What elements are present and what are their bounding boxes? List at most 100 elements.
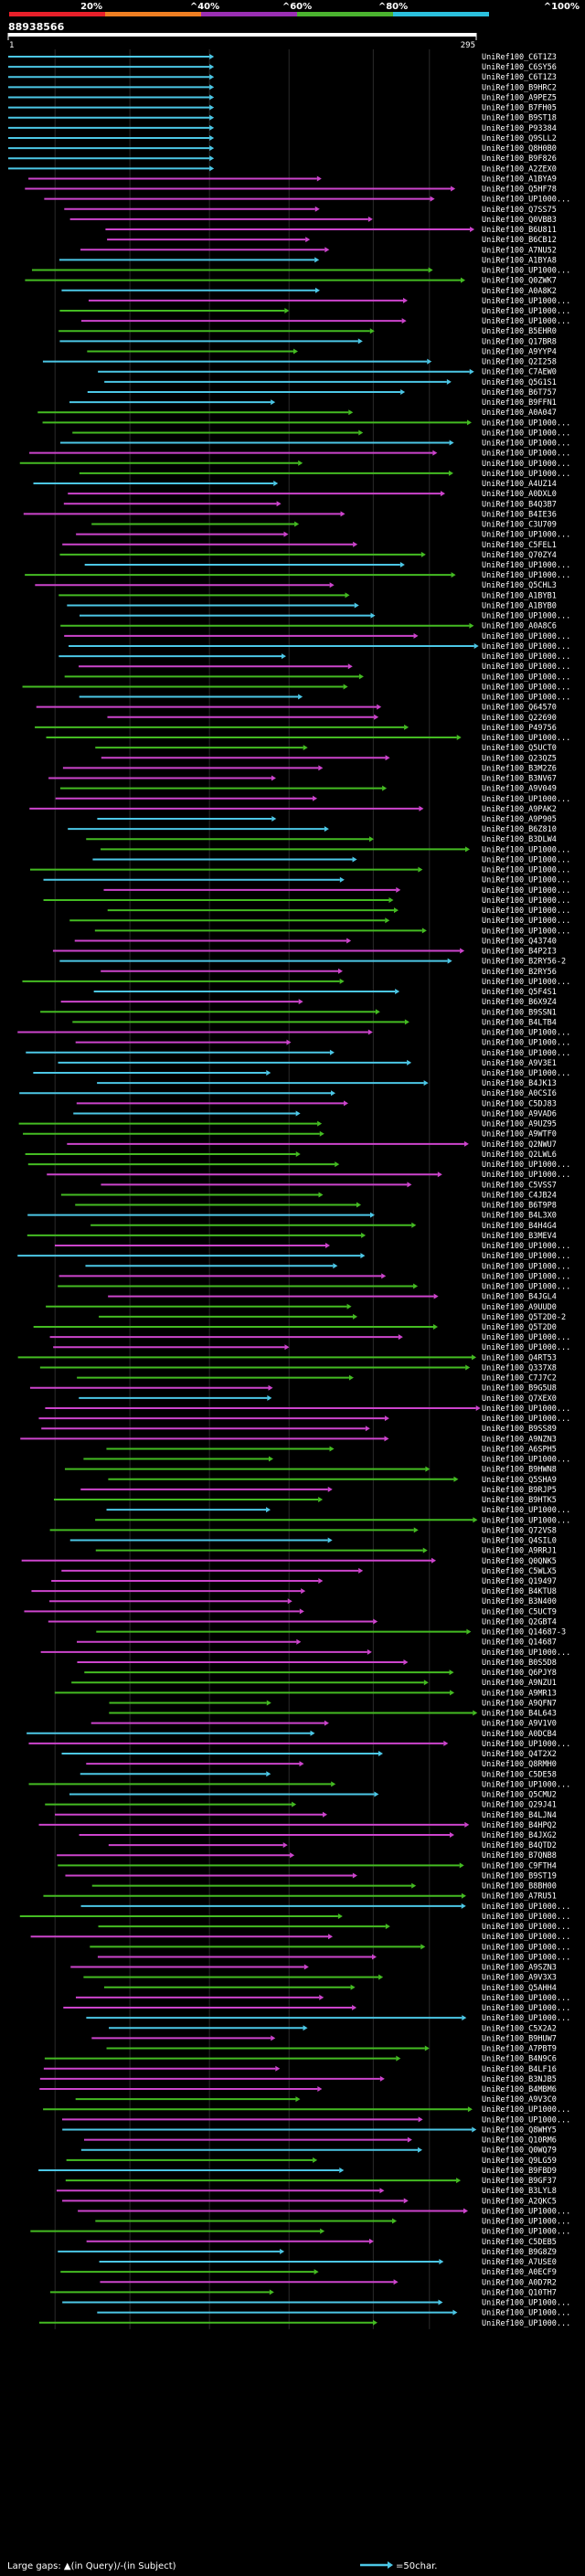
hit-label[interactable]: UniRef100_B4N9C6 <box>482 2055 557 2064</box>
hit-label[interactable]: UniRef100_B9ST19 <box>482 1871 557 1881</box>
hit-label[interactable]: UniRef100_UP1000... <box>482 978 570 987</box>
hit-label[interactable]: UniRef100_P49756 <box>482 724 557 733</box>
hit-label[interactable]: UniRef100_UP1000... <box>482 1069 570 1078</box>
hit-label[interactable]: UniRef100_A9VAD6 <box>482 1109 557 1118</box>
hit-label[interactable]: UniRef100_B5EHR0 <box>482 327 557 336</box>
hit-label[interactable]: UniRef100_C6SY56 <box>482 63 557 72</box>
hit-label[interactable]: UniRef100_Q4T2X2 <box>482 1750 557 1759</box>
hit-label[interactable]: UniRef100_UP1000... <box>482 419 570 428</box>
hit-label[interactable]: UniRef100_UP1000... <box>482 1516 570 1525</box>
hit-label[interactable]: UniRef100_UP1000... <box>482 845 570 854</box>
hit-label[interactable]: UniRef100_UP1000... <box>482 866 570 875</box>
hit-label[interactable]: UniRef100_C5DJ83 <box>482 1099 557 1108</box>
hit-label[interactable]: UniRef100_Q8RMH0 <box>482 1760 557 1769</box>
hit-label[interactable]: UniRef100_C9FTH4 <box>482 1861 557 1871</box>
hit-label[interactable]: UniRef100_B9ST18 <box>482 114 557 123</box>
hit-label[interactable]: UniRef100_A1BYA8 <box>482 256 557 265</box>
hit-label[interactable]: UniRef100_B3NV67 <box>482 775 557 784</box>
hit-label[interactable]: UniRef100_Q22690 <box>482 714 557 723</box>
hit-label[interactable]: UniRef100_Q9LG59 <box>482 2157 557 2166</box>
hit-label[interactable]: UniRef100_UP1000... <box>482 1506 570 1515</box>
hit-label[interactable]: UniRef100_C5WLX5 <box>482 1567 557 1576</box>
hit-label[interactable]: UniRef100_Q10TH7 <box>482 2288 557 2297</box>
hit-label[interactable]: UniRef100_Q8H0B0 <box>482 144 557 154</box>
hit-label[interactable]: UniRef100_Q6PJY8 <box>482 1669 557 1678</box>
hit-label[interactable]: UniRef100_UP1000... <box>482 927 570 936</box>
hit-label[interactable]: UniRef100_B3DLW4 <box>482 835 557 844</box>
hit-label[interactable]: UniRef100_UP1000... <box>482 1252 570 1261</box>
hit-label[interactable]: UniRef100_UP1000... <box>482 2014 570 2023</box>
hit-label[interactable]: UniRef100_UP1000... <box>482 317 570 326</box>
hit-label[interactable]: UniRef100_A9P905 <box>482 815 557 824</box>
hit-label[interactable]: UniRef100_UP1000... <box>482 1740 570 1749</box>
hit-label[interactable]: UniRef100_B4LF16 <box>482 2065 557 2074</box>
hit-label[interactable]: UniRef100_UP1000... <box>482 1029 570 1038</box>
hit-label[interactable]: UniRef100_B4JGL4 <box>482 1293 557 1302</box>
hit-label[interactable]: UniRef100_UP1000... <box>482 2299 570 2308</box>
hit-label[interactable]: UniRef100_A9V3C0 <box>482 2095 557 2104</box>
hit-label[interactable]: UniRef100_UP1000... <box>482 531 570 540</box>
hit-label[interactable]: UniRef100_UP1000... <box>482 1648 570 1658</box>
hit-label[interactable]: UniRef100_B4P2I3 <box>482 948 557 957</box>
hit-label[interactable]: UniRef100_UP1000... <box>482 906 570 916</box>
hit-label[interactable]: UniRef100_B2RY56 <box>482 968 557 977</box>
hit-label[interactable]: UniRef100_UP1000... <box>482 1161 570 1170</box>
hit-label[interactable]: UniRef100_B9HWN8 <box>482 1466 557 1475</box>
hit-label[interactable]: UniRef100_B4MBM6 <box>482 2085 557 2094</box>
hit-label[interactable]: UniRef100_A9V3X3 <box>482 1974 557 1983</box>
hit-label[interactable]: UniRef100_UP1000... <box>482 196 570 205</box>
hit-label[interactable]: UniRef100_B4H4G4 <box>482 1222 557 1231</box>
hit-label[interactable]: UniRef100_UP1000... <box>482 460 570 469</box>
hit-label[interactable]: UniRef100_UP1000... <box>482 470 570 479</box>
hit-label[interactable]: UniRef100_A2QKC5 <box>482 2197 557 2206</box>
hit-label[interactable]: UniRef100_A7USE0 <box>482 2258 557 2267</box>
hit-label[interactable]: UniRef100_Q5CMU2 <box>482 1791 557 1800</box>
hit-label[interactable]: UniRef100_Q70ZY4 <box>482 551 557 560</box>
hit-label[interactable]: UniRef100_UP1000... <box>482 1262 570 1271</box>
hit-label[interactable]: UniRef100_B0S5D8 <box>482 1659 557 1668</box>
hit-label[interactable]: UniRef100_A9NZU1 <box>482 1679 557 1688</box>
hit-label[interactable]: UniRef100_B7QNB8 <box>482 1851 557 1860</box>
hit-label[interactable]: UniRef100_B9G8Z9 <box>482 2248 557 2257</box>
hit-label[interactable]: UniRef100_B6Z810 <box>482 825 557 834</box>
hit-label[interactable]: UniRef100_C5FEL1 <box>482 541 557 550</box>
hit-label[interactable]: UniRef100_B9F826 <box>482 154 557 164</box>
hit-label[interactable]: UniRef100_A0DCB4 <box>482 1730 557 1739</box>
hit-label[interactable]: UniRef100_C5X2A2 <box>482 2024 557 2033</box>
hit-label[interactable]: UniRef100_A1BYB0 <box>482 601 557 610</box>
hit-label[interactable]: UniRef100_B4L643 <box>482 1710 557 1719</box>
hit-label[interactable]: UniRef100_A9PEZ5 <box>482 93 557 102</box>
hit-label[interactable]: UniRef100_B6U811 <box>482 226 557 235</box>
hit-label[interactable]: UniRef100_Q5AHH4 <box>482 1984 557 1993</box>
hit-label[interactable]: UniRef100_UP1000... <box>482 1171 570 1180</box>
hit-label[interactable]: UniRef100_A0A8C6 <box>482 622 557 631</box>
hit-label[interactable]: UniRef100_Q2LWL6 <box>482 1150 557 1160</box>
hit-label[interactable]: UniRef100_UP1000... <box>482 2004 570 2013</box>
hit-label[interactable]: UniRef100_B9FFN1 <box>482 398 557 408</box>
hit-label[interactable]: UniRef100_A9NZN3 <box>482 1435 557 1444</box>
hit-label[interactable]: UniRef100_Q5SHA9 <box>482 1476 557 1485</box>
hit-label[interactable]: UniRef100_A9V1V0 <box>482 1720 557 1729</box>
hit-label[interactable]: UniRef100_B6X9Z4 <box>482 998 557 1007</box>
hit-label[interactable]: UniRef100_C6T1Z3 <box>482 53 557 62</box>
hit-label[interactable]: UniRef100_Q72VS8 <box>482 1526 557 1535</box>
hit-label[interactable]: UniRef100_UP1000... <box>482 2228 570 2237</box>
hit-label[interactable]: UniRef100_Q337X8 <box>482 1363 557 1373</box>
hit-label[interactable]: UniRef100_A9MR13 <box>482 1689 557 1698</box>
hit-label[interactable]: UniRef100_A0DXL0 <box>482 490 557 499</box>
hit-label[interactable]: UniRef100_Q23QZ5 <box>482 754 557 763</box>
hit-label[interactable]: UniRef100_UP1000... <box>482 1953 570 1962</box>
hit-label[interactable]: UniRef100_UP1000... <box>482 1242 570 1251</box>
hit-label[interactable]: UniRef100_UP1000... <box>482 642 570 652</box>
hit-label[interactable]: UniRef100_B3N400 <box>482 1597 557 1606</box>
hit-label[interactable]: UniRef100_Q0VBB3 <box>482 216 557 225</box>
hit-label[interactable]: UniRef100_B6CB12 <box>482 236 557 245</box>
hit-label[interactable]: UniRef100_UP1000... <box>482 1272 570 1281</box>
hit-label[interactable]: UniRef100_UP1000... <box>482 2207 570 2216</box>
hit-label[interactable]: UniRef100_UP1000... <box>482 632 570 641</box>
hit-label[interactable]: UniRef100_Q2GBT4 <box>482 1617 557 1627</box>
hit-label[interactable]: UniRef100_UP1000... <box>482 2309 570 2318</box>
hit-label[interactable]: UniRef100_B4Q3B7 <box>482 500 557 509</box>
hit-label[interactable]: UniRef100_UP1000... <box>482 1994 570 2003</box>
hit-label[interactable]: UniRef100_UP1000... <box>482 886 570 896</box>
